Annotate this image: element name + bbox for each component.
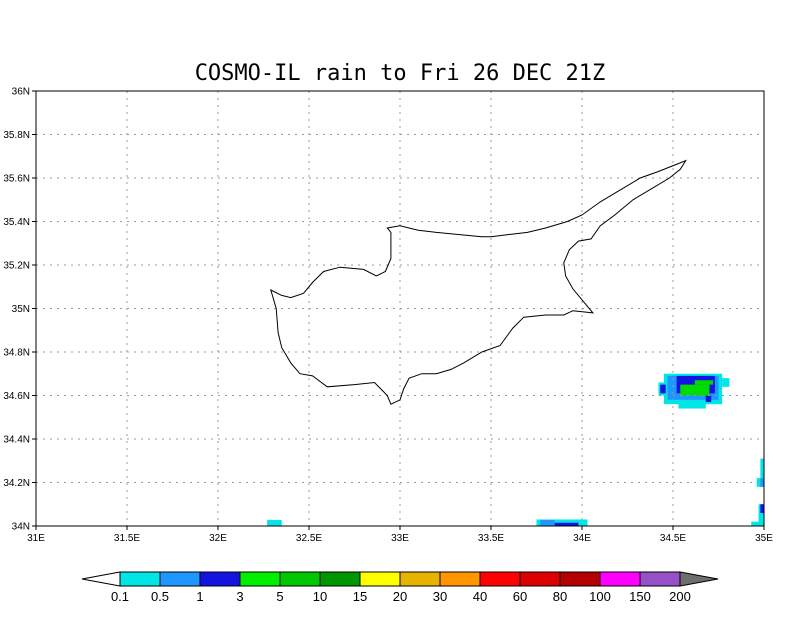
colorbar-low-arrow: [81, 571, 121, 587]
rain-cell: [760, 458, 764, 479]
lat-tick-label: 34.2N: [3, 478, 30, 489]
lon-tick-label: 35E: [755, 533, 773, 544]
colorbar-label: 15: [353, 589, 367, 604]
rain-cell: [758, 504, 764, 526]
colorbar-high-arrow: [679, 571, 719, 587]
colorbar-segment: [519, 571, 561, 587]
colorbar-label: 0.1: [111, 589, 129, 604]
rain-cell: [705, 395, 712, 403]
lat-tick-label: 35.6N: [3, 174, 30, 185]
colorbar-segment: [279, 571, 321, 587]
rain-cell: [760, 478, 764, 487]
lon-tick-label: 33E: [391, 533, 409, 544]
colorbar-segment: [359, 571, 401, 587]
colorbar-segment: [439, 571, 481, 587]
lat-tick-label: 35.2N: [3, 261, 30, 272]
rain-cell: [722, 378, 730, 387]
colorbar-label: 150: [629, 589, 651, 604]
cyprus-coastline: [270, 159, 687, 405]
colorbar-segment: [559, 571, 601, 587]
colorbar-label: 40: [473, 589, 487, 604]
rain-cell: [540, 519, 555, 526]
colorbar-label: 30: [433, 589, 447, 604]
colorbar-label: 0.5: [151, 589, 169, 604]
lat-tick-label: 35N: [12, 304, 30, 315]
lon-tick-labels: 31E 31.5E 32E 32.5E 33E 33.5E 34E 34.5E 35E: [27, 526, 773, 544]
colorbar-label: 10: [313, 589, 327, 604]
lon-tick-label: 34E: [573, 533, 591, 544]
colorbar-segment: [399, 571, 441, 587]
lat-tick-label: 36N: [12, 87, 30, 98]
rain-cell: [760, 504, 764, 513]
colorbar-label: 60: [513, 589, 527, 604]
colorbar-segment: [159, 571, 201, 587]
rain-cell: [267, 519, 282, 526]
colorbar-label: 1: [196, 589, 203, 604]
colorbar-label: 200: [669, 589, 691, 604]
lon-tick-label: 34.5E: [660, 533, 686, 544]
lat-tick-labels: 34N 34.2N 34.4N 34.6N 34.8N 35N 35.2N 35.4N 35.6…: [3, 87, 36, 533]
colorbar-segment: [599, 571, 641, 587]
rain-cell: [678, 402, 706, 409]
rain-cell: [554, 522, 579, 526]
rain-cell: [680, 384, 710, 396]
colorbar-label: 100: [589, 589, 611, 604]
lat-tick-label: 34.6N: [3, 391, 30, 402]
colorbar-label: 3: [236, 589, 243, 604]
colorbar-label: 80: [553, 589, 567, 604]
rain-cell: [694, 380, 714, 385]
colorbar-segment: [319, 571, 361, 587]
map-title: COSMO-IL rain to Fri 26 DEC 21Z: [195, 61, 606, 86]
lat-tick-label: 35.8N: [3, 130, 30, 141]
colorbar-label: 5: [276, 589, 283, 604]
colorbar-label: 20: [393, 589, 407, 604]
colorbar-segment: [479, 571, 521, 587]
colorbar-segment: [199, 571, 241, 587]
lon-tick-label: 32.5E: [296, 533, 322, 544]
rain-cell: [660, 384, 666, 394]
colorbar-segment: [239, 571, 281, 587]
lon-tick-label: 31.5E: [114, 533, 140, 544]
lon-tick-label: 31E: [27, 533, 45, 544]
lat-tick-label: 34.4N: [3, 435, 30, 446]
colorbar-segment: [639, 571, 681, 587]
lat-tick-label: 35.4N: [3, 217, 30, 228]
rain-cells: [267, 373, 764, 526]
lat-tick-label: 34.8N: [3, 348, 30, 359]
lon-tick-label: 32E: [209, 533, 227, 544]
colorbar: 0.1 0.5 1 3 5 10 15 20 30 40 60 80 100 150 200: [81, 571, 719, 604]
colorbar-segment: [119, 571, 161, 587]
lon-tick-label: 33.5E: [478, 533, 504, 544]
grid-lines: [36, 91, 764, 526]
rain-cell: [751, 521, 764, 526]
lat-tick-label: 34N: [12, 522, 30, 533]
